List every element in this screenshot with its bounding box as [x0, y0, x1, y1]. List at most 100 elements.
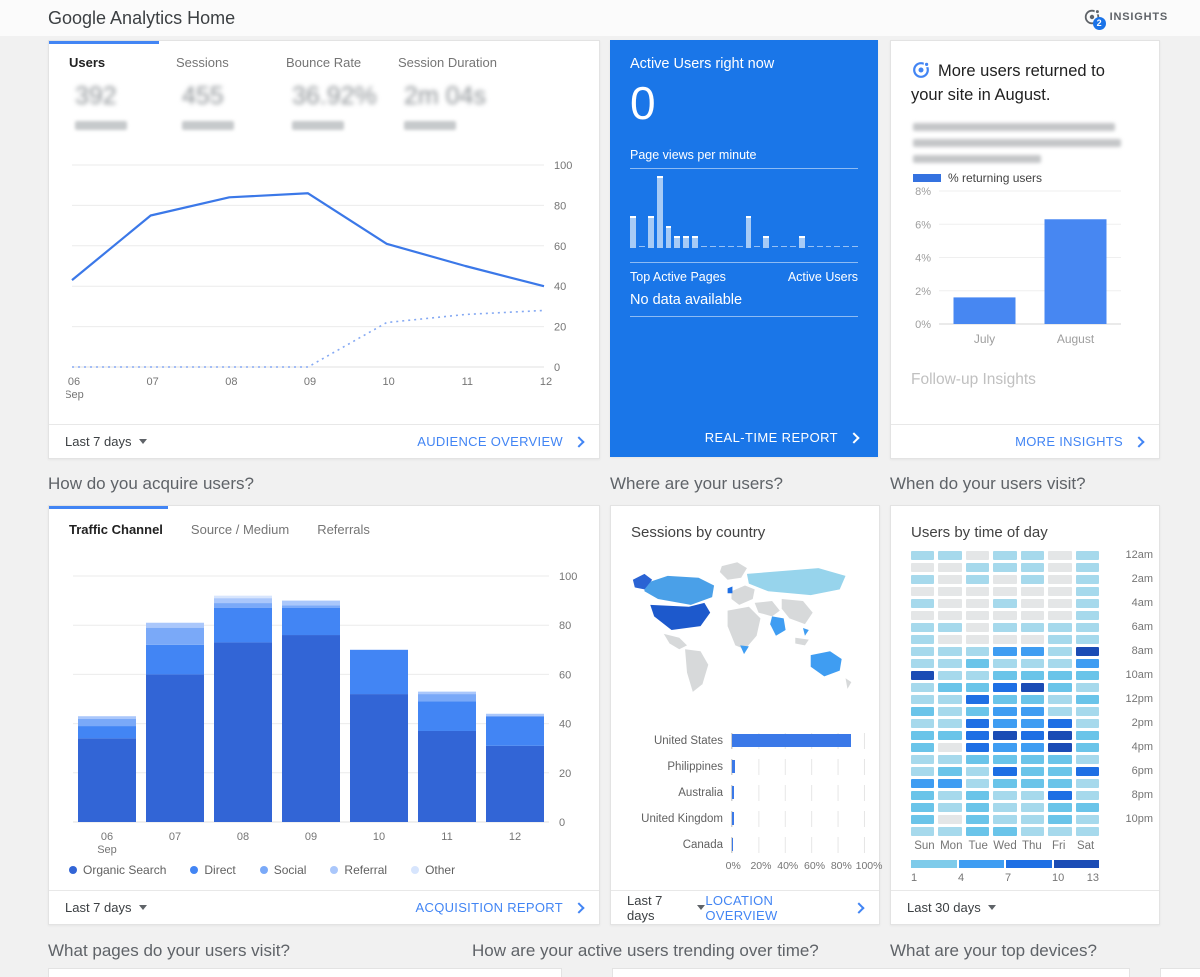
date-range-selector[interactable]: Last 7 days [627, 893, 706, 923]
svg-text:08: 08 [237, 831, 249, 843]
tab-bounce-rate[interactable]: Bounce Rate 36.92% [286, 55, 398, 130]
section-heading-trending: How are your active users trending over … [472, 941, 819, 960]
map-new-zealand [845, 678, 852, 689]
hour-label: 10am [1125, 669, 1153, 681]
heatmap-cell [938, 707, 962, 716]
more-insights-link[interactable]: MORE INSIGHTS [1015, 434, 1145, 449]
tab-session-duration[interactable]: Session Duration 2m 04s [398, 55, 548, 130]
users-heatmap [911, 551, 1099, 836]
metric-tab-label: Bounce Rate [286, 55, 362, 70]
chevron-down-icon [138, 905, 147, 910]
audience-overview-link[interactable]: AUDIENCE OVERVIEW [417, 434, 585, 449]
svg-text:08: 08 [225, 376, 237, 388]
heatmap-cell [993, 635, 1017, 644]
heatmap-cell [993, 803, 1017, 812]
chevron-down-icon [138, 439, 147, 444]
trending-card-partial [612, 968, 1130, 977]
heatmap-cell [911, 815, 935, 824]
pageviews-bar [834, 246, 841, 248]
heatmap-cell [1075, 671, 1099, 680]
tab-referrals[interactable]: Referrals [317, 522, 370, 537]
heatmap-cell [965, 575, 990, 584]
acquisition-card: Traffic Channel Source / Medium Referrals … [48, 505, 600, 925]
blurred-text-line [913, 155, 1041, 163]
location-overview-link[interactable]: LOCATION OVERVIEW [705, 893, 865, 923]
heatmap-cell [993, 743, 1017, 752]
heatmap-cell [1075, 659, 1099, 668]
tab-sessions[interactable]: Sessions 455 [176, 55, 286, 130]
heatmap-cell [1020, 743, 1045, 752]
heatmap-cell [993, 551, 1017, 560]
heatmap-cell [1020, 803, 1045, 812]
heatmap-cell [1048, 647, 1072, 656]
country-label: United States [653, 735, 723, 747]
heatmap-cell [911, 695, 935, 704]
date-range-selector[interactable]: Last 7 days [65, 434, 147, 449]
heatmap-cell [965, 647, 990, 656]
svg-text:09: 09 [304, 376, 316, 388]
heatmap-cell [911, 803, 935, 812]
svg-text:0%: 0% [915, 319, 931, 331]
scale-segment [911, 860, 957, 868]
pageviews-bar [852, 246, 859, 248]
legend-dot [411, 866, 420, 874]
tab-traffic-channel[interactable]: Traffic Channel [69, 522, 163, 537]
heatmap-cell [1075, 719, 1099, 728]
date-range-selector[interactable]: Last 7 days [65, 900, 147, 915]
map-canada [644, 575, 715, 605]
legend-item-social: Social [259, 863, 306, 877]
heatmap-cell [993, 827, 1017, 836]
svg-text:100: 100 [559, 571, 577, 583]
heatmap-cell [1020, 815, 1045, 824]
heatmap-cell [1048, 743, 1072, 752]
heatmap-cell [911, 575, 935, 584]
heatmap-cell [911, 707, 935, 716]
insights-button[interactable]: 2 INSIGHTS [1082, 7, 1168, 30]
heatmap-cell [1020, 551, 1045, 560]
followup-insights-label: Follow-up Insights [911, 371, 1036, 388]
country-row: Canada [627, 832, 865, 858]
heatmap-cell [938, 803, 962, 812]
heatmap-cell [1048, 659, 1072, 668]
heatmap-cell [1048, 599, 1072, 608]
heatmap-cell [965, 707, 990, 716]
heatmap-cell [1048, 551, 1072, 560]
heatmap-cell [911, 755, 935, 764]
heatmap-cell [965, 827, 990, 836]
acquisition-report-link[interactable]: ACQUISITION REPORT [416, 900, 585, 915]
heatmap-cell [1075, 587, 1099, 596]
pageviews-bar [656, 176, 663, 248]
pageviews-bar [683, 236, 690, 248]
heatmap-cell [1048, 695, 1072, 704]
heatmap-cell [965, 779, 990, 788]
realtime-table-header: Top Active Pages Active Users [630, 270, 858, 284]
tab-source-medium[interactable]: Source / Medium [190, 522, 290, 537]
map-alaska [632, 573, 653, 590]
heatmap-hour-labels: 12am 2am 4am 6am 8am 10am 12pm 2pm 4pm 6pm 8pm 10pm [1109, 550, 1153, 836]
heatmap-cell [1020, 779, 1045, 788]
metric-value-blurred: 2m 04s [404, 82, 486, 110]
realtime-title: Active Users right now [630, 56, 775, 72]
scale-segment [1053, 860, 1099, 868]
heatmap-cell [965, 791, 990, 800]
tab-users[interactable]: Users 392 [69, 55, 176, 130]
date-range-selector[interactable]: Last 30 days [907, 900, 996, 915]
legend-item-organic-search: Organic Search [69, 863, 166, 877]
heatmap-cell [1020, 695, 1045, 704]
svg-text:07: 07 [169, 831, 181, 843]
metric-tab-label: Session Duration [398, 55, 497, 70]
hour-label: 4am [1131, 597, 1153, 609]
day-label: Mon [940, 840, 963, 852]
country-bar [732, 786, 734, 799]
pageviews-bar [727, 246, 734, 248]
heatmap-cell [1075, 695, 1099, 704]
country-axis: 0% 20% 40% 60% 80% 100% [627, 860, 883, 874]
hour-label: 10pm [1125, 813, 1153, 825]
insights-icon: 2 [1082, 7, 1106, 30]
realtime-report-link[interactable]: REAL-TIME REPORT [705, 430, 860, 445]
metric-value-blurred: 36.92% [292, 82, 377, 110]
section-heading-devices: What are your top devices? [890, 941, 1097, 960]
heatmap-cell [1020, 587, 1045, 596]
heatmap-cell [965, 671, 990, 680]
